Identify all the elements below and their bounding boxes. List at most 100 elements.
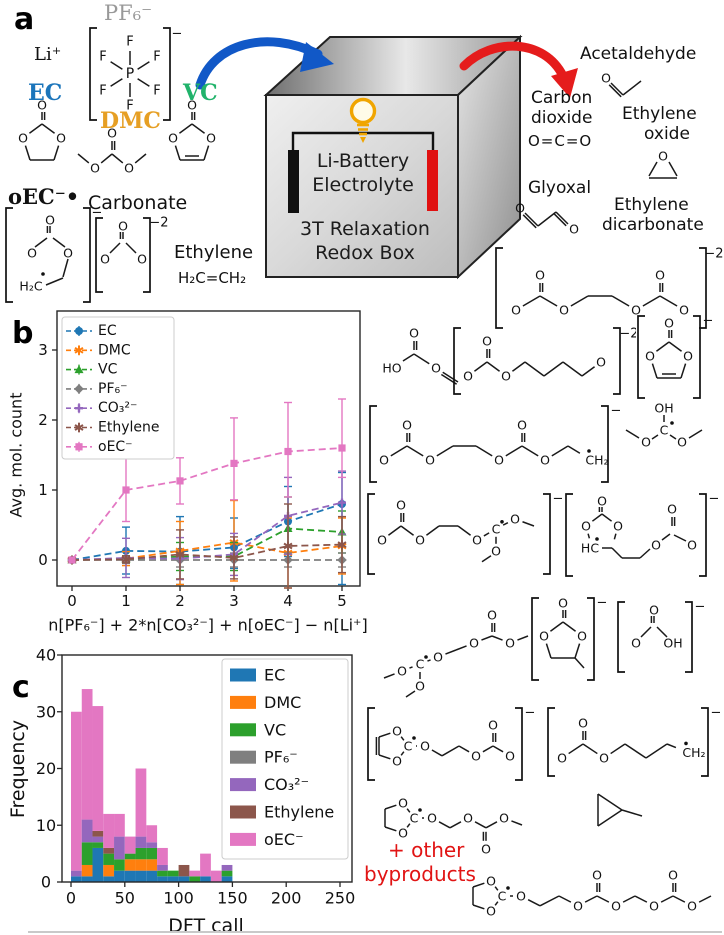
svg-text:O: O [592, 868, 602, 883]
svg-text:O: O [398, 826, 408, 841]
svg-text:O: O [427, 811, 437, 826]
svg-text:O: O [649, 898, 659, 913]
svg-text:O: O [516, 889, 526, 904]
svg-text:O: O [486, 874, 496, 889]
panel-a-label: a [14, 2, 35, 37]
black-electrode [288, 150, 299, 213]
svg-text:O: O [597, 494, 607, 509]
svg-text:O: O [124, 161, 134, 176]
ec-structure: O O O [12, 98, 74, 184]
svg-text:−: − [709, 492, 720, 507]
svg-text:5: 5 [337, 592, 347, 610]
svg-text:DMC: DMC [98, 342, 131, 358]
svg-text:O: O [651, 538, 661, 553]
svg-text:1: 1 [38, 481, 48, 499]
svg-text:HO: HO [382, 361, 401, 376]
dmc-label: DMC [100, 108, 161, 134]
svg-text:O: O [45, 213, 55, 228]
svg-text:O: O [18, 131, 28, 146]
svg-text:O: O [206, 131, 216, 146]
svg-text:O: O [601, 71, 611, 86]
legend: EC DMC VC PF₆⁻ CO₃²⁻ Ethylene oEC⁻ [61, 316, 175, 460]
svg-text:−: − [92, 206, 103, 221]
vinylene-carbonate-anion-structure: − O O O [634, 312, 720, 408]
svg-text:O: O [486, 904, 496, 919]
svg-text:O: O [469, 636, 479, 651]
svg-text:O: O [557, 751, 567, 766]
svg-text:O: O [402, 418, 412, 433]
figure-bottom-border [28, 931, 722, 933]
red-output-arrow-icon [459, 41, 578, 98]
svg-text:O: O [641, 435, 651, 450]
svg-text:C: C [416, 657, 425, 672]
svg-text:O: O [431, 361, 441, 376]
svg-text:O: O [409, 326, 419, 341]
svg-text:20: 20 [36, 759, 56, 778]
svg-text:O: O [392, 724, 402, 739]
svg-text:O: O [37, 98, 47, 113]
svg-text:O: O [187, 98, 197, 113]
dioxole-radical-carbonate-anion-structure: − C O O O O O O [366, 700, 540, 792]
svg-text:O: O [517, 418, 527, 433]
acetaldehyde-label: Acetaldehyde [580, 44, 697, 64]
methoxy-radical-carbonate-anion-structure: − O O O O C O O [366, 488, 566, 592]
vc-label: VC [183, 80, 218, 106]
svg-text:O: O [599, 751, 609, 766]
byproducts-note-1: + other [388, 838, 465, 862]
svg-text:3: 3 [229, 592, 239, 610]
svg-text:O: O [631, 303, 641, 318]
svg-text:3: 3 [38, 341, 48, 359]
svg-text:O: O [392, 754, 402, 769]
byproducts-note-2: byproducts [364, 862, 476, 886]
svg-text:O: O [667, 502, 677, 517]
svg-text:O: O [398, 796, 408, 811]
series-DMC [67, 499, 347, 589]
svg-text:O: O [463, 369, 473, 384]
svg-text:O: O [379, 453, 389, 468]
box-line1: Li-Battery [316, 150, 410, 172]
svg-text:F: F [126, 35, 133, 50]
ec-label: EC [28, 80, 63, 106]
svg-text:O: O [649, 603, 659, 618]
svg-text:O: O [472, 533, 482, 548]
svg-text:O: O [677, 435, 687, 450]
svg-text:F: F [126, 99, 133, 114]
box-line3: 3T Relaxation [300, 218, 430, 240]
svg-text:O: O [499, 811, 509, 826]
svg-text:VC: VC [264, 720, 286, 739]
svg-text:C: C [492, 521, 501, 536]
svg-text:O: O [415, 533, 425, 548]
svg-text:O: O [137, 252, 147, 267]
svg-text:0: 0 [38, 551, 48, 569]
svg-text:O: O [56, 131, 66, 146]
svg-text:O: O [539, 629, 549, 644]
svg-text:CO₃²⁻: CO₃²⁻ [98, 400, 137, 416]
pf6-structure: − P F F F F F F [84, 24, 186, 130]
svg-text:−: − [597, 596, 608, 611]
lightbulb-icon [349, 97, 377, 143]
cube [263, 34, 523, 280]
pf6-label: PF₆⁻ [104, 1, 153, 25]
series-CO₃²⁻ [68, 470, 346, 581]
svg-text:O: O [63, 246, 73, 261]
ethylene-dicarbonate-structure: −2 O O O O O O [494, 240, 724, 338]
svg-text:F: F [99, 50, 106, 65]
svg-text:O: O [668, 868, 678, 883]
glyoxal-label: Glyoxal [528, 178, 592, 198]
svg-text:F: F [99, 84, 106, 99]
acetaldehyde-structure: O [596, 66, 658, 112]
box-line2: Electrolyte [312, 174, 414, 196]
ethylene-dicarbonate-label-1: Ethylene [614, 195, 689, 215]
svg-text:30: 30 [36, 702, 56, 721]
svg-text:O: O [481, 841, 491, 856]
svg-text:O: O [679, 303, 689, 318]
svg-text:O: O [559, 303, 569, 318]
butylene-dicarbonate-dianion-structure: −2 O O O O [452, 320, 639, 406]
svg-text:O: O [577, 629, 587, 644]
svg-text:O: O [631, 636, 641, 651]
svg-text:O: O [433, 650, 443, 665]
svg-text:O: O [510, 512, 520, 527]
svg-text:O: O [645, 349, 655, 364]
